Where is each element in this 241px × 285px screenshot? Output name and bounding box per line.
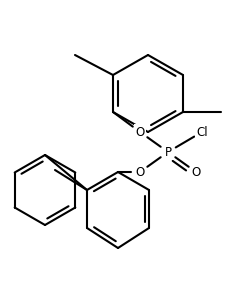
Text: Cl: Cl: [196, 125, 208, 139]
Text: O: O: [135, 166, 145, 178]
Text: O: O: [191, 166, 201, 178]
Text: P: P: [165, 146, 172, 158]
Text: O: O: [135, 125, 145, 139]
